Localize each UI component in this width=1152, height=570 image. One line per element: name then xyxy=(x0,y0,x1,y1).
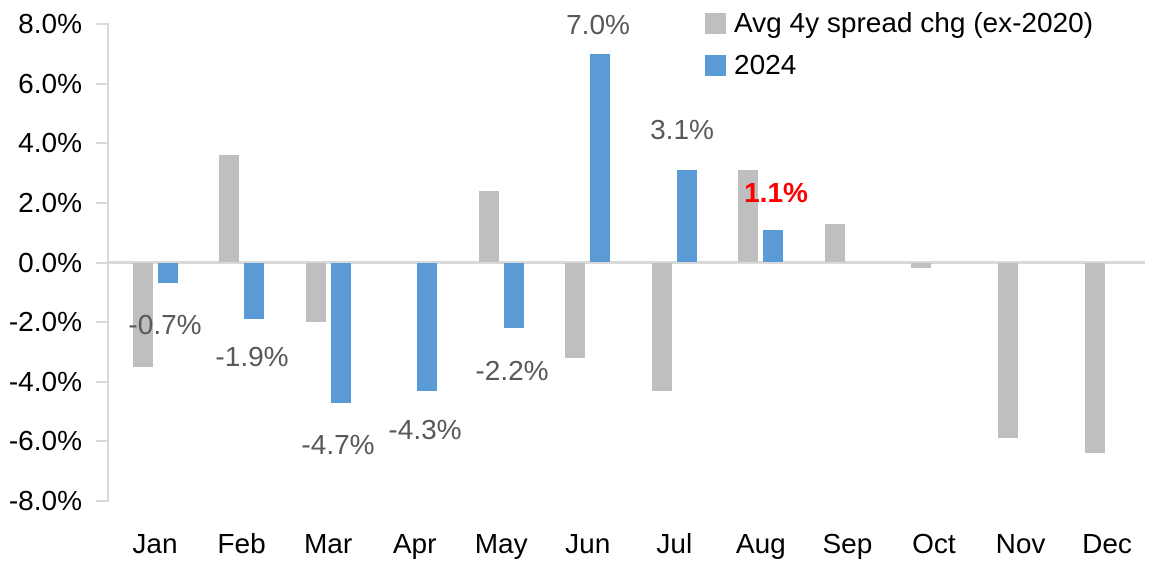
y-tick-mark xyxy=(96,261,108,264)
x-label-jan: Jan xyxy=(132,528,178,559)
y-tick-mark xyxy=(96,321,108,324)
bar-avg4y-jan xyxy=(132,262,153,367)
data-label-jun: 7.0% xyxy=(566,9,630,40)
y-tick-label: 0.0% xyxy=(18,246,82,278)
bar-avg4y-jul xyxy=(651,262,672,391)
bar-avg4y-mar xyxy=(305,262,326,323)
bar-avg4y-feb xyxy=(219,155,240,263)
y-tick-label: 2.0% xyxy=(18,186,82,218)
bar-y2024-mar xyxy=(330,262,351,403)
legend: Avg 4y spread chg (ex-2020) 2024 xyxy=(705,2,1093,86)
y-tick-mark xyxy=(96,499,108,502)
legend-label-avg-4y: Avg 4y spread chg (ex-2020) xyxy=(734,7,1094,38)
legend-label-2024: 2024 xyxy=(734,49,797,80)
y-tick-mark xyxy=(96,142,108,145)
legend-swatch-blue xyxy=(705,54,726,76)
bar-avg4y-dec xyxy=(1084,262,1105,454)
y-tick-label: -6.0% xyxy=(8,425,82,457)
y-tick-label: 8.0% xyxy=(18,8,82,40)
data-label-may: -2.2% xyxy=(475,355,549,386)
zero-baseline xyxy=(107,261,1145,264)
y-tick-mark xyxy=(96,23,108,26)
y-tick-label: -8.0% xyxy=(8,484,82,516)
bar-avg4y-aug xyxy=(738,170,759,263)
x-label-mar: Mar xyxy=(303,528,353,559)
x-label-jul: Jul xyxy=(656,528,693,559)
y-tick-mark xyxy=(96,82,108,85)
x-label-oct: Oct xyxy=(912,528,956,559)
x-label-aug: Aug xyxy=(735,528,786,559)
data-label-apr: -4.3% xyxy=(388,414,462,445)
bar-avg4y-oct xyxy=(911,262,932,269)
data-label-mar: -4.7% xyxy=(301,429,375,460)
y-tick-label: 6.0% xyxy=(18,67,82,99)
data-label-feb: -1.9% xyxy=(215,341,289,372)
legend-item-avg-4y: Avg 4y spread chg (ex-2020) xyxy=(705,2,1093,44)
y-tick-label: -2.0% xyxy=(8,306,82,338)
bar-y2024-aug xyxy=(763,229,784,263)
bar-avg4y-jun xyxy=(565,262,586,358)
legend-swatch-gray xyxy=(705,12,726,34)
x-label-dec: Dec xyxy=(1082,528,1132,559)
y-tick-label: -4.0% xyxy=(8,365,82,397)
x-label-jun: Jun xyxy=(565,528,611,559)
bar-y2024-jul xyxy=(676,170,697,263)
bar-y2024-may xyxy=(503,262,524,329)
data-label-jul: 3.1% xyxy=(650,114,714,145)
x-label-nov: Nov xyxy=(995,528,1046,559)
y-tick-mark xyxy=(96,201,108,204)
data-label-jan: -0.7% xyxy=(128,309,202,340)
y-tick-mark xyxy=(96,440,108,443)
data-label-aug: 1.1% xyxy=(744,177,808,208)
x-label-may: May xyxy=(474,528,528,559)
bar-avg4y-sep xyxy=(824,223,845,263)
y-tick-label: 4.0% xyxy=(18,127,82,159)
x-label-sep: Sep xyxy=(822,528,873,559)
bar-y2024-jun xyxy=(590,53,611,263)
bar-y2024-apr xyxy=(417,262,438,391)
bar-y2024-feb xyxy=(244,262,265,320)
bar-y2024-jan xyxy=(157,262,178,284)
x-label-apr: Apr xyxy=(392,528,437,559)
x-label-feb: Feb xyxy=(217,528,266,559)
legend-item-2024: 2024 xyxy=(705,44,1093,86)
bar-avg4y-nov xyxy=(998,262,1018,439)
y-tick-mark xyxy=(96,380,108,383)
bar-avg4y-may xyxy=(478,190,499,263)
